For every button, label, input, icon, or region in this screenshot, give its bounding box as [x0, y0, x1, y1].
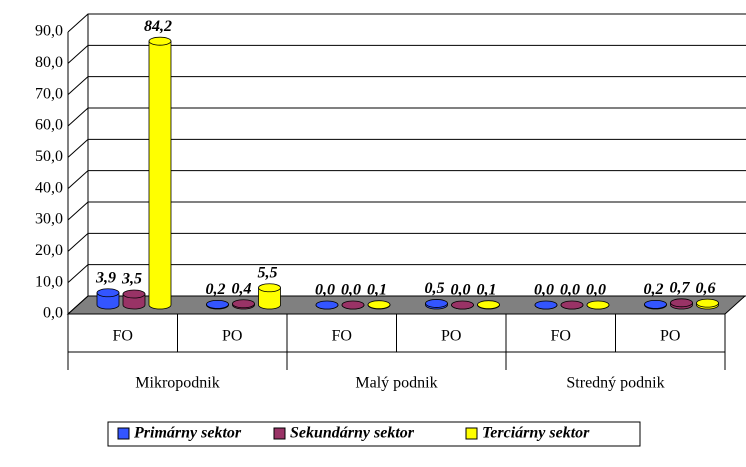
bar: [477, 300, 500, 310]
bar-top: [122, 289, 146, 299]
value-label: 3,5: [121, 271, 142, 288]
x-tick-label: FO: [332, 328, 352, 345]
bar-body: [148, 40, 172, 310]
grid-line: [67, 138, 746, 158]
y-tick-label: 20,0: [35, 242, 63, 259]
y-tick-label: 80,0: [35, 54, 63, 71]
bar-top: [96, 288, 120, 298]
x-tick-label: PO: [660, 328, 680, 345]
legend-swatch: [465, 427, 478, 440]
legend-box: [107, 421, 641, 447]
value-label: 0,2: [644, 281, 664, 298]
value-label: 0,4: [232, 280, 252, 297]
y-tick-label: 60,0: [35, 117, 63, 134]
bar-top: [477, 300, 500, 310]
group-label: Mikropodnik: [135, 375, 219, 392]
value-label: 3,9: [95, 269, 116, 286]
bar-top: [560, 300, 584, 310]
bar: [425, 299, 448, 310]
bar: [367, 300, 391, 310]
y-tick-label: 30,0: [35, 211, 63, 228]
bar: [206, 299, 229, 310]
x-tick-label: FO: [551, 328, 571, 345]
y-tick-label: 0,0: [43, 305, 63, 322]
value-label: 0,0: [586, 282, 606, 299]
bar: [534, 300, 558, 310]
value-label: 0,2: [206, 281, 226, 298]
bar-body: [96, 292, 120, 310]
legend-swatch: [273, 427, 286, 440]
grid-line: [67, 295, 746, 315]
grid-line: [67, 44, 746, 64]
bar-top: [451, 300, 474, 310]
grid-line: [67, 264, 746, 284]
y-tick-label: 40,0: [35, 179, 63, 196]
bar: [232, 299, 255, 310]
bar-top: [425, 299, 448, 308]
value-label: 0,0: [315, 282, 335, 299]
x-tick-label: PO: [441, 328, 461, 345]
value-label: 0,0: [534, 282, 554, 299]
y-tick-label: 50,0: [35, 148, 63, 165]
bar-top: [696, 298, 719, 308]
group-label: Malý podnik: [355, 375, 437, 392]
value-label: 0,0: [451, 282, 471, 299]
value-label: 0,1: [477, 281, 497, 298]
bar-body: [258, 287, 281, 310]
bar: [586, 300, 610, 310]
x-tick-label: FO: [113, 328, 133, 345]
bar-top: [232, 299, 255, 309]
value-label: 0,6: [696, 280, 716, 297]
grid-line: [67, 170, 746, 190]
bar: [644, 299, 667, 310]
bar: [258, 283, 281, 310]
bar-top: [206, 299, 229, 309]
bar: [315, 300, 339, 310]
bar-top: [367, 300, 391, 310]
value-label: 5,5: [258, 264, 278, 281]
grid-line: [67, 232, 746, 252]
group-label: Stredný podnik: [566, 375, 664, 392]
bar: [148, 36, 172, 310]
value-label: 0,7: [670, 279, 691, 296]
grid-line: [67, 13, 746, 33]
bar: [451, 300, 474, 310]
y-tick-label: 70,0: [35, 85, 63, 102]
bar: [96, 288, 120, 310]
bar: [122, 289, 146, 310]
bar-top: [586, 300, 610, 310]
bar-top: [341, 300, 365, 310]
value-label: 84,2: [144, 18, 172, 35]
bar: [696, 298, 719, 310]
y-tick-label: 10,0: [35, 273, 63, 290]
legend-label: Terciárny sektor: [482, 425, 590, 442]
bar: [341, 300, 365, 310]
bar: [670, 298, 693, 310]
grid-line: [67, 107, 746, 127]
value-label: 0,0: [341, 282, 361, 299]
x-tick-label: PO: [222, 328, 242, 345]
value-label: 0,5: [425, 280, 445, 297]
legend-label: Primárny sektor: [133, 425, 242, 442]
bar-top: [315, 300, 339, 310]
legend-label: Sekundárny sektor: [290, 425, 415, 442]
grid-line: [67, 201, 746, 221]
value-label: 0,1: [367, 281, 387, 298]
legend-swatch: [117, 427, 130, 440]
y-tick-label: 90,0: [35, 23, 63, 40]
bar-top: [670, 298, 693, 308]
grid-line: [67, 76, 746, 96]
bar: [560, 300, 584, 310]
bar-top: [534, 300, 558, 310]
bar-top: [644, 299, 667, 309]
bar-top: [148, 36, 172, 46]
value-label: 0,0: [560, 282, 580, 299]
bar-top: [258, 283, 281, 293]
